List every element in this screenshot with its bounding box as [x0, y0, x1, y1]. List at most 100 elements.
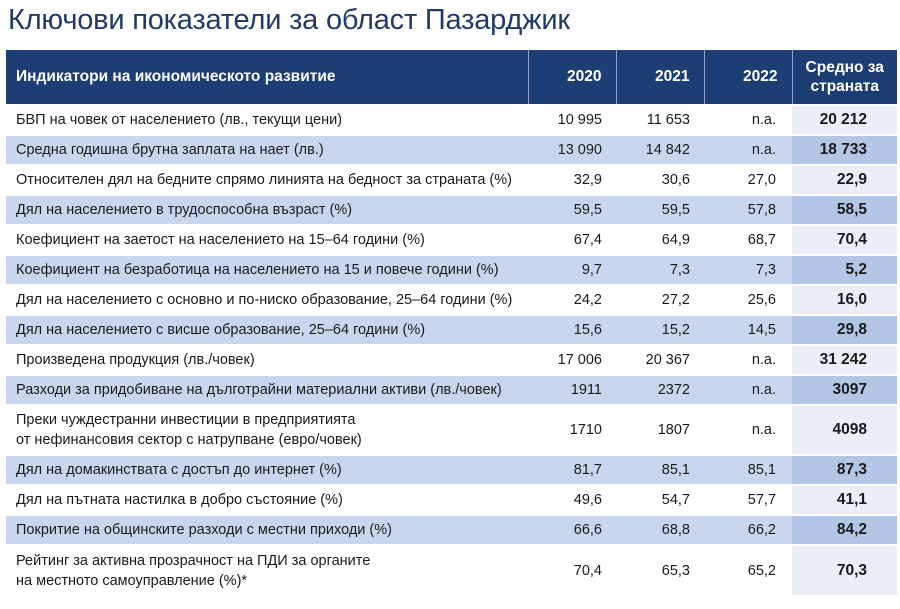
value-national-average: 41,1 [792, 484, 897, 515]
table-row: Дял на населението с висше образование, … [6, 314, 897, 345]
value-2021: 68,8 [616, 514, 704, 545]
indicator-label-line: Разходи за придобиване на дълготрайни ма… [16, 382, 502, 398]
indicator-label-line: Коефициент на заетост на населението на … [16, 232, 425, 248]
indicator-label-line: Дял на пътната настилка в добро състояни… [16, 492, 343, 508]
value-2022: 14,5 [704, 314, 792, 345]
value-national-average: 3097 [792, 374, 897, 405]
header-2022: 2022 [703, 50, 792, 105]
value-2022: n.a. [704, 404, 792, 455]
table-row: Дял на населението в трудоспособна възра… [6, 194, 897, 225]
value-2021: 20 367 [616, 344, 704, 375]
value-2021: 7,3 [616, 254, 704, 285]
indicator-label-line: Дял на населението с висше образование, … [16, 322, 426, 338]
value-2021: 54,7 [616, 484, 704, 515]
value-2020: 81,7 [528, 454, 616, 485]
table-row: Дял на пътната настилка в добро състояни… [6, 484, 897, 515]
value-2022: n.a. [704, 374, 792, 405]
table-row: Коефициент на безработица на населението… [6, 254, 897, 285]
table-header-row: Индикатори на икономическото развитие 20… [6, 50, 897, 105]
value-2020: 1911 [528, 374, 616, 405]
value-national-average: 87,3 [792, 454, 897, 485]
indicator-label-line: Коефициент на безработица на населението… [16, 262, 499, 278]
indicator-label: Произведена продукция (лв./човек) [6, 344, 528, 375]
value-2020: 10 995 [528, 104, 616, 135]
indicator-label-line: Дял на населението в трудоспособна възра… [16, 202, 353, 218]
value-2021: 59,5 [616, 194, 704, 225]
value-national-average: 58,5 [792, 194, 897, 225]
value-2022: 85,1 [704, 454, 792, 485]
value-national-average: 31 242 [792, 344, 897, 375]
value-2022: 57,8 [704, 194, 792, 225]
indicator-label: Коефициент на безработица на населението… [6, 254, 528, 285]
indicator-label-line: Покритие на общинските разходи с местни … [16, 522, 392, 538]
indicator-label-line: от нефинансовия сектор с натрупване (евр… [16, 432, 362, 448]
indicator-label: БВП на човек от населението (лв., текущи… [6, 104, 528, 135]
indicator-label: Покритие на общинските разходи с местни … [6, 514, 528, 545]
indicator-label: Коефициент на заетост на населението на … [6, 224, 528, 255]
indicator-label: Дял на населението с висше образование, … [6, 314, 528, 345]
indicator-label: Разходи за придобиване на дълготрайни ма… [6, 374, 528, 405]
value-2022: 25,6 [704, 284, 792, 315]
value-2022: 68,7 [704, 224, 792, 255]
value-2022: 27,0 [704, 164, 792, 195]
value-2021: 2372 [616, 374, 704, 405]
indicators-table: Индикатори на икономическото развитие 20… [6, 50, 897, 595]
value-2021: 30,6 [616, 164, 704, 195]
value-2021: 85,1 [616, 454, 704, 485]
indicator-label: Дял на населението в трудоспособна възра… [6, 194, 528, 225]
value-2021: 1807 [616, 404, 704, 455]
table-row: Разходи за придобиване на дълготрайни ма… [6, 374, 897, 405]
table-row: Дял на населението с основно и по-ниско … [6, 284, 897, 315]
value-national-average: 5,2 [792, 254, 897, 285]
value-2021: 27,2 [616, 284, 704, 315]
header-avg-line1: Средно за [805, 59, 884, 76]
value-2022: n.a. [704, 104, 792, 135]
value-national-average: 70,4 [792, 224, 897, 255]
table-row: Средна годишна брутна заплата на нает (л… [6, 134, 897, 165]
value-national-average: 22,9 [792, 164, 897, 195]
header-indicator: Индикатори на икономическото развитие [16, 68, 336, 85]
value-national-average: 4098 [792, 404, 897, 455]
indicator-label-line: Преки чуждестранни инвестиции в предприя… [16, 412, 356, 428]
value-2020: 24,2 [528, 284, 616, 315]
value-2022: n.a. [704, 344, 792, 375]
indicator-label: Рейтинг за активна прозрачност на ПДИ за… [6, 544, 528, 595]
table-row: БВП на човек от населението (лв., текущи… [6, 104, 897, 135]
value-2020: 15,6 [528, 314, 616, 345]
value-2022: 66,2 [704, 514, 792, 545]
table-row: Покритие на общинските разходи с местни … [6, 514, 897, 545]
indicator-label-line: Рейтинг за активна прозрачност на ПДИ за… [16, 552, 371, 569]
indicator-label-line: Дял на домакинствата с достъп до интерне… [16, 462, 342, 478]
indicator-label: Дял на домакинствата с достъп до интерне… [6, 454, 528, 485]
value-2021: 11 653 [616, 104, 704, 135]
value-2020: 66,6 [528, 514, 616, 545]
value-2021: 65,3 [616, 544, 704, 595]
header-2020: 2020 [527, 50, 616, 105]
value-2020: 70,4 [528, 544, 616, 595]
value-2020: 13 090 [528, 134, 616, 165]
table-row: Коефициент на заетост на населението на … [6, 224, 897, 255]
indicator-label-line: Произведена продукция (лв./човек) [16, 352, 255, 368]
value-2020: 9,7 [528, 254, 616, 285]
value-2020: 32,9 [528, 164, 616, 195]
value-national-average: 18 733 [792, 134, 897, 165]
value-2020: 17 006 [528, 344, 616, 375]
indicator-label-line: Относителен дял на бедните спрямо линият… [16, 172, 512, 188]
header-national-average: Средно за страната [791, 50, 897, 105]
indicator-label: Средна годишна брутна заплата на нает (л… [6, 134, 528, 165]
page-title: Ключови показатели за област Пазарджик [8, 4, 570, 36]
indicator-label: Преки чуждестранни инвестиции в предприя… [6, 404, 528, 455]
indicator-label-line: БВП на човек от населението (лв., текущи… [16, 112, 343, 128]
table-row: Рейтинг за активна прозрачност на ПДИ за… [6, 544, 897, 595]
header-avg-line2: страната [810, 78, 880, 95]
value-national-average: 29,8 [792, 314, 897, 345]
table-row: Произведена продукция (лв./човек) 17 006 2… [6, 344, 897, 375]
value-national-average: 70,3 [792, 544, 897, 595]
table-row: Дял на домакинствата с достъп до интерне… [6, 454, 897, 485]
value-2020: 49,6 [528, 484, 616, 515]
value-2022: 57,7 [704, 484, 792, 515]
value-2021: 15,2 [616, 314, 704, 345]
value-2020: 67,4 [528, 224, 616, 255]
value-2022: 65,2 [704, 544, 792, 595]
table-row: Относителен дял на бедните спрямо линият… [6, 164, 897, 195]
